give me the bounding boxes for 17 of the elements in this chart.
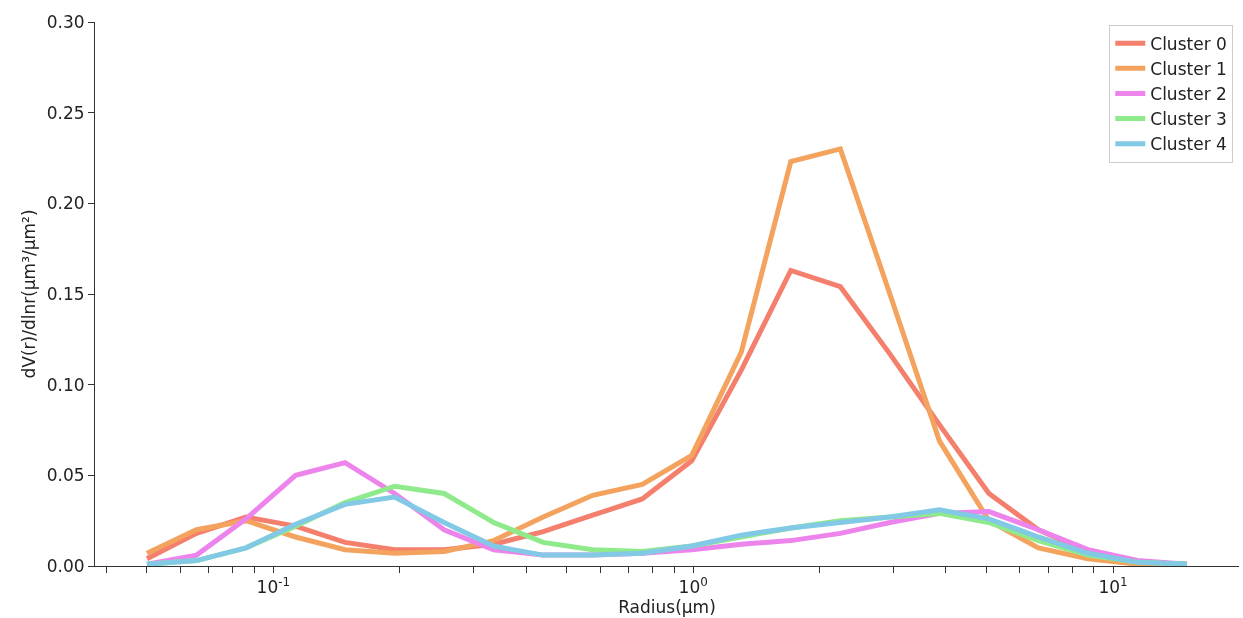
x-tick-label: 10$^{-1}$ — [256, 575, 291, 598]
x-axis-title: Radius(μm) — [618, 597, 716, 618]
legend-label: Cluster 3 — [1150, 109, 1227, 130]
x-tick-label: 10$^{0}$ — [678, 575, 708, 598]
y-axis-title: dV(r)/dlnr(μm³/μm²) — [19, 209, 40, 379]
y-tick-label: 0.20 — [46, 193, 85, 214]
y-tick-label: 0.30 — [46, 11, 85, 32]
legend-label: Cluster 4 — [1150, 134, 1227, 155]
legend-label: Cluster 0 — [1150, 33, 1227, 54]
y-tick-label: 0.25 — [46, 102, 85, 123]
legend-label: Cluster 2 — [1150, 84, 1227, 105]
legend-label: Cluster 1 — [1150, 59, 1227, 79]
y-tick-label: 0.10 — [46, 374, 85, 395]
y-tick-label: 0.15 — [46, 283, 85, 304]
x-tick-label: 10$^{1}$ — [1098, 575, 1128, 598]
y-tick-label: 0.05 — [46, 465, 85, 486]
y-tick-label: 0.00 — [46, 555, 85, 576]
